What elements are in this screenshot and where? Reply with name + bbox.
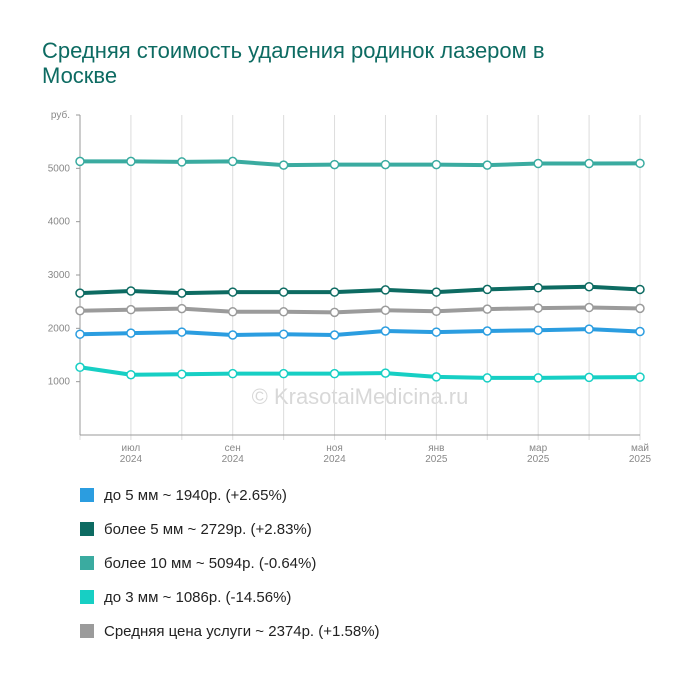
y-tick-label: 5000 [48, 163, 71, 174]
point [482, 160, 493, 170]
point [482, 326, 493, 336]
series-line [78, 365, 642, 380]
point [431, 327, 442, 337]
point [227, 307, 238, 317]
point [584, 302, 594, 313]
point [533, 325, 543, 335]
legend-swatch [80, 522, 94, 536]
point [75, 305, 85, 316]
legend-label: Средняя цена услуги ~ 2374р. (+1.58%) [104, 623, 380, 640]
point [227, 330, 238, 340]
series-line [78, 327, 642, 337]
y-tick-label: 1000 [48, 377, 71, 388]
series-line [78, 284, 642, 296]
point [126, 369, 136, 380]
point [227, 287, 238, 297]
point [482, 373, 493, 383]
y-tick-label: 2000 [48, 323, 71, 334]
series-line [78, 159, 642, 168]
point [482, 284, 493, 295]
point [584, 324, 594, 334]
point [329, 307, 340, 318]
point [584, 281, 594, 292]
x-tick-label: сен 2024 [221, 443, 244, 465]
point [126, 286, 136, 296]
series-line [78, 305, 642, 315]
legend-label: до 5 мм ~ 1940р. (+2.65%) [104, 487, 287, 504]
point [635, 326, 645, 337]
point [227, 368, 238, 379]
point [380, 305, 391, 315]
point [584, 372, 594, 383]
point [126, 328, 136, 338]
x-tick-label: май 2025 [628, 443, 652, 465]
watermark: © KrasotaiMedicina.ru [252, 384, 469, 409]
point [635, 284, 645, 295]
legend-swatch [80, 590, 94, 604]
point [177, 327, 187, 337]
point [227, 156, 238, 167]
point [431, 372, 442, 382]
y-tick-label: 3000 [48, 270, 71, 281]
x-tick-label: мар 2025 [527, 443, 550, 465]
x-tick-label: ноя 2024 [323, 443, 346, 465]
point [177, 157, 187, 167]
point [329, 368, 340, 379]
point [329, 159, 340, 170]
point [126, 304, 136, 315]
legend-label: более 10 мм ~ 5094р. (-0.64%) [104, 555, 316, 572]
point [278, 329, 289, 339]
point [177, 303, 187, 314]
point [278, 287, 289, 297]
legend-label: более 5 мм ~ 2729р. (+2.83%) [104, 521, 312, 538]
point [431, 306, 442, 317]
point [584, 158, 594, 169]
point [482, 304, 493, 314]
point [533, 158, 543, 169]
point [177, 369, 187, 379]
point [75, 288, 85, 298]
point [75, 156, 85, 167]
point [177, 288, 187, 298]
legend-swatch [80, 556, 94, 570]
point [380, 159, 391, 170]
point [533, 303, 543, 313]
point [278, 160, 289, 170]
point [329, 287, 340, 297]
legend-swatch [80, 488, 94, 502]
point [635, 158, 645, 169]
x-tick-label: янв 2025 [425, 443, 448, 465]
legend-swatch [80, 624, 94, 638]
y-tick-label: 4000 [48, 217, 71, 228]
point [635, 372, 645, 382]
point [431, 287, 442, 297]
point [278, 368, 289, 379]
y-tick-label: руб. [51, 109, 70, 121]
point [126, 156, 136, 167]
point [278, 307, 289, 317]
legend-label: до 3 мм ~ 1086р. (-14.56%) [104, 589, 291, 606]
point [533, 373, 543, 383]
point [533, 283, 543, 293]
point [431, 159, 442, 170]
point [635, 303, 645, 314]
point [380, 285, 391, 295]
point [75, 329, 85, 339]
point [380, 326, 391, 336]
point [75, 362, 85, 373]
point [380, 368, 391, 378]
x-tick-label: июл 2024 [119, 443, 143, 465]
chart-title: Средняя стоимость удаления родинок лазер… [42, 38, 545, 88]
point [329, 330, 340, 340]
